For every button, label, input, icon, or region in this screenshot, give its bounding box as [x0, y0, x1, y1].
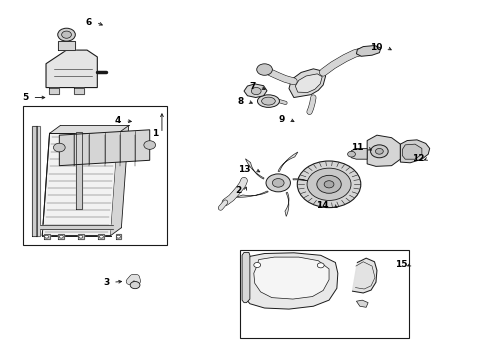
Circle shape	[324, 181, 334, 188]
Circle shape	[99, 235, 103, 238]
Circle shape	[62, 31, 72, 38]
Polygon shape	[42, 134, 118, 235]
Polygon shape	[98, 234, 104, 239]
Polygon shape	[356, 45, 381, 56]
Polygon shape	[78, 234, 84, 239]
Text: 6: 6	[86, 18, 92, 27]
Bar	[240, 250, 409, 338]
Text: 3: 3	[103, 278, 109, 287]
Circle shape	[53, 143, 65, 152]
Circle shape	[117, 235, 121, 238]
Text: 11: 11	[351, 143, 363, 152]
Polygon shape	[293, 179, 324, 186]
Polygon shape	[32, 126, 37, 235]
Polygon shape	[289, 69, 326, 98]
Text: 1: 1	[152, 129, 158, 138]
Circle shape	[59, 235, 63, 238]
Polygon shape	[245, 159, 264, 179]
Polygon shape	[402, 144, 422, 159]
Polygon shape	[76, 132, 82, 209]
Polygon shape	[236, 191, 269, 197]
Circle shape	[266, 174, 291, 192]
Circle shape	[79, 235, 83, 238]
Polygon shape	[254, 257, 329, 299]
Text: 15: 15	[395, 260, 407, 269]
Text: 7: 7	[249, 82, 256, 91]
Polygon shape	[285, 192, 289, 216]
Polygon shape	[349, 148, 367, 159]
Polygon shape	[400, 140, 430, 163]
Text: 8: 8	[237, 96, 244, 105]
Polygon shape	[278, 152, 298, 171]
Polygon shape	[59, 130, 150, 166]
Polygon shape	[352, 258, 377, 293]
Text: 2: 2	[235, 186, 241, 195]
Polygon shape	[58, 41, 75, 50]
Polygon shape	[58, 234, 64, 239]
Polygon shape	[242, 252, 250, 303]
Ellipse shape	[257, 95, 279, 107]
Circle shape	[272, 179, 284, 187]
Text: 12: 12	[412, 154, 424, 163]
Polygon shape	[46, 50, 98, 87]
Polygon shape	[36, 126, 40, 235]
Text: 13: 13	[238, 165, 251, 174]
Text: 14: 14	[317, 201, 329, 210]
Circle shape	[318, 263, 324, 268]
Polygon shape	[49, 87, 59, 94]
Polygon shape	[356, 300, 368, 307]
Text: 9: 9	[279, 114, 285, 123]
Polygon shape	[367, 135, 400, 166]
Polygon shape	[244, 253, 338, 309]
Circle shape	[254, 262, 261, 267]
Ellipse shape	[262, 97, 275, 105]
Circle shape	[317, 175, 341, 193]
Circle shape	[370, 145, 388, 158]
Circle shape	[257, 64, 272, 75]
Circle shape	[144, 141, 156, 149]
Text: 5: 5	[23, 93, 28, 102]
Polygon shape	[111, 126, 129, 235]
Circle shape	[375, 148, 383, 154]
Circle shape	[307, 168, 351, 201]
Polygon shape	[116, 234, 122, 239]
Circle shape	[45, 235, 49, 238]
Polygon shape	[44, 234, 49, 239]
Polygon shape	[244, 84, 267, 98]
Circle shape	[297, 161, 361, 208]
Text: 10: 10	[370, 43, 383, 52]
Circle shape	[251, 87, 261, 95]
Polygon shape	[74, 87, 84, 94]
Polygon shape	[49, 126, 129, 134]
Polygon shape	[40, 225, 113, 229]
Circle shape	[130, 282, 140, 289]
Circle shape	[58, 28, 75, 41]
Polygon shape	[295, 74, 322, 93]
Circle shape	[347, 151, 355, 157]
Text: 4: 4	[115, 116, 122, 125]
Bar	[23, 107, 167, 244]
